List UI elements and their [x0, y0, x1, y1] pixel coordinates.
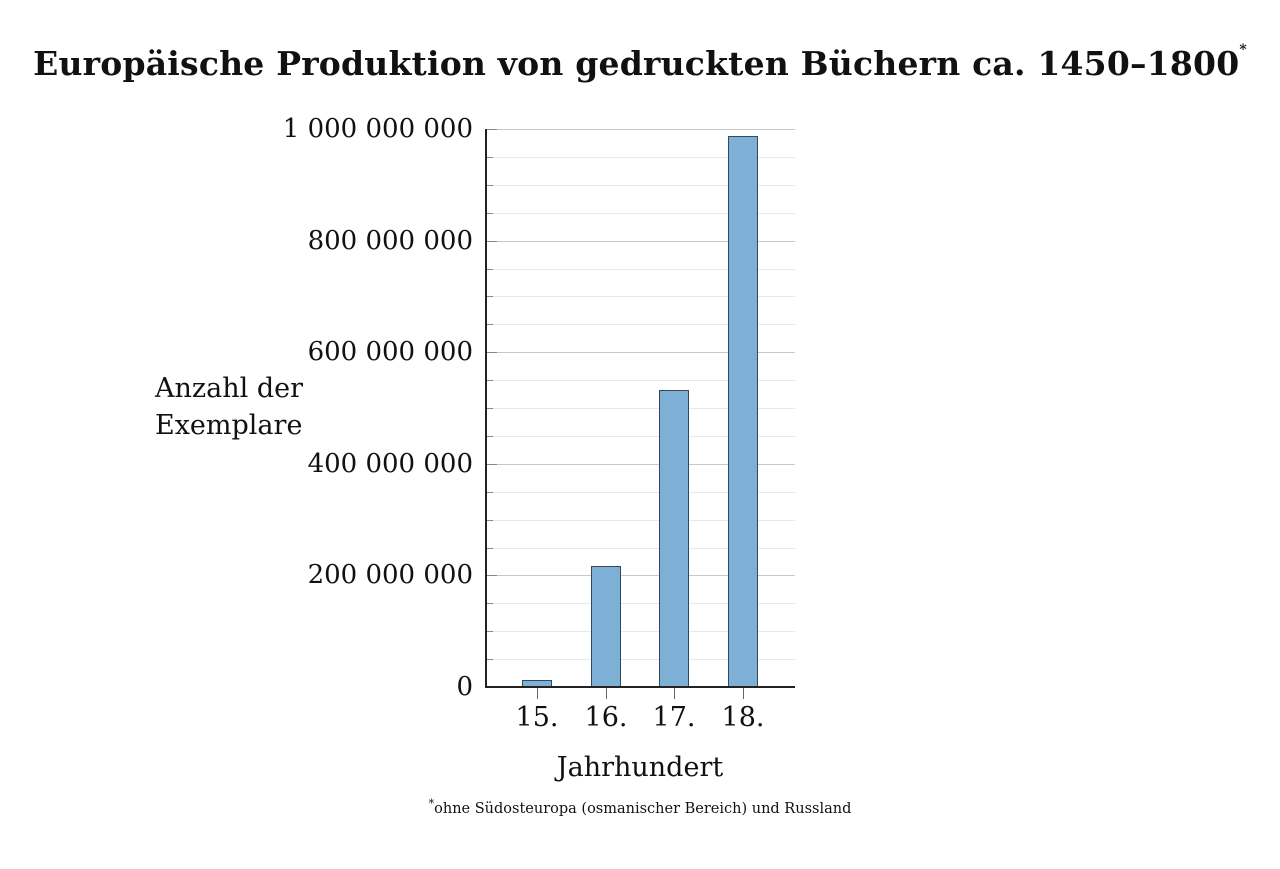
- y-tick-label: 200 000 000: [307, 560, 473, 591]
- y-tick-mark: [485, 184, 493, 186]
- x-tick-label: 18.: [721, 702, 765, 733]
- major-gridline: [485, 240, 795, 242]
- y-axis-title-line1: Anzahl der: [155, 373, 303, 404]
- x-tick-label: 15.: [515, 702, 559, 733]
- major-gridline: [485, 463, 795, 465]
- y-tick-mark: [485, 129, 497, 130]
- y-axis-title: Anzahl der Exemplare: [155, 370, 303, 444]
- y-tick-label: 600 000 000: [307, 337, 473, 368]
- y-tick-mark: [485, 631, 493, 633]
- minor-gridline: [485, 380, 795, 382]
- x-tick-label: 17.: [652, 702, 696, 733]
- minor-gridline: [485, 324, 795, 326]
- y-tick-label: 800 000 000: [307, 225, 473, 256]
- y-tick-mark: [485, 268, 493, 270]
- y-tick-mark: [485, 547, 493, 549]
- y-axis-title-line2: Exemplare: [155, 410, 303, 441]
- y-tick-mark: [485, 324, 493, 326]
- x-axis-line: [485, 686, 795, 688]
- major-gridline: [485, 575, 795, 577]
- y-tick-mark: [485, 352, 497, 354]
- bar-16: [591, 565, 621, 687]
- y-tick-label: 400 000 000: [307, 448, 473, 479]
- minor-gridline: [485, 659, 795, 661]
- y-tick-mark: [485, 463, 497, 465]
- minor-gridline: [485, 184, 795, 186]
- plot-area: [485, 129, 795, 699]
- footnote: *ohne Südosteuropa (osmanischer Bereich)…: [0, 797, 1280, 817]
- y-axis-line: [485, 129, 487, 687]
- major-gridline: [485, 352, 795, 354]
- minor-gridline: [485, 519, 795, 521]
- x-axis-title: Jahrhundert: [556, 752, 724, 783]
- bar-18: [728, 136, 758, 687]
- y-tick-label: 1 000 000 000: [282, 114, 473, 144]
- minor-gridline: [485, 268, 795, 270]
- y-tick-mark: [485, 603, 493, 605]
- chart-title-text: Europäische Produktion von gedruckten Bü…: [33, 44, 1240, 83]
- y-tick-mark: [485, 240, 497, 242]
- minor-gridline: [485, 296, 795, 298]
- x-tick-mark: [674, 687, 675, 699]
- y-tick-mark: [485, 659, 493, 661]
- x-tick-mark: [537, 687, 538, 699]
- x-tick-mark: [743, 687, 744, 699]
- minor-gridline: [485, 603, 795, 605]
- y-tick-mark: [485, 212, 493, 214]
- y-tick-mark: [485, 491, 493, 493]
- footnote-marker: *: [428, 797, 435, 810]
- y-tick-mark: [485, 519, 493, 521]
- minor-gridline: [485, 435, 795, 437]
- minor-gridline: [485, 156, 795, 158]
- y-tick-mark: [485, 380, 493, 382]
- y-tick-mark: [485, 575, 497, 577]
- y-tick-mark: [485, 435, 493, 437]
- minor-gridline: [485, 631, 795, 633]
- y-tick-label: 0: [456, 672, 473, 702]
- y-tick-mark: [485, 156, 493, 158]
- x-tick-mark: [606, 687, 607, 699]
- bar-17: [659, 389, 689, 687]
- chart-title: Europäische Produktion von gedruckten Bü…: [0, 42, 1280, 83]
- y-tick-mark: [485, 408, 493, 409]
- title-footnote-marker: *: [1239, 42, 1247, 58]
- y-tick-mark: [485, 687, 497, 688]
- y-tick-mark: [485, 296, 493, 298]
- x-tick-label: 16.: [584, 702, 628, 733]
- footnote-text: ohne Südosteuropa (osmanischer Bereich) …: [434, 800, 852, 817]
- minor-gridline: [485, 547, 795, 549]
- minor-gridline: [485, 408, 795, 409]
- major-gridline: [485, 129, 795, 130]
- minor-gridline: [485, 491, 795, 493]
- minor-gridline: [485, 212, 795, 214]
